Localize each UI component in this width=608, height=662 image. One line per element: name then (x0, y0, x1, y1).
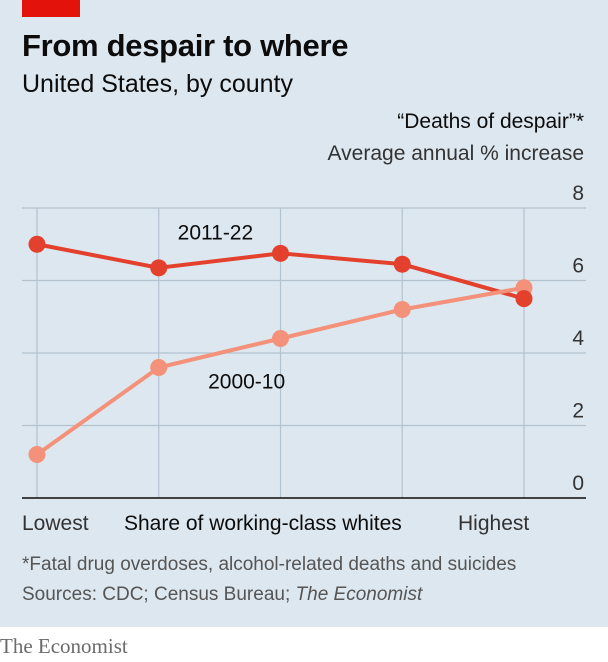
series-point-2000-10-2 (272, 330, 289, 347)
unit-sublabel: Average annual % increase (327, 142, 584, 165)
series-point-2000-10-1 (150, 359, 168, 376)
series-point-2000-10-3 (393, 301, 411, 318)
sources-italic: The Economist (295, 584, 423, 605)
y-tick-label-0: 0 (572, 472, 584, 495)
series-point-2011-22-3 (393, 255, 411, 273)
footnote: *Fatal drug overdoses, alcohol-related d… (22, 554, 517, 575)
series-point-2011-22-0 (28, 235, 46, 253)
chart-panel: From despair to where United States, by … (0, 0, 608, 627)
x-axis-title: Share of working-class whites (124, 512, 402, 535)
chart-subtitle: United States, by county (22, 70, 293, 98)
x-axis-low-label: Lowest (22, 512, 89, 535)
brand-red-tab (22, 0, 80, 17)
y-tick-label-8: 8 (572, 182, 584, 205)
economist-logo-text: The Economist (0, 634, 128, 658)
sources-text: Sources: CDC; Census Bureau; (22, 584, 296, 605)
chart-title: From despair to where (22, 28, 349, 63)
y-tick-label-6: 6 (572, 255, 584, 278)
series-point-2011-22-4 (515, 290, 533, 308)
x-axis-high-label: Highest (458, 512, 530, 535)
y-tick-label-2: 2 (572, 400, 584, 423)
series-point-2000-10-0 (28, 446, 46, 463)
series-label-2011-22: 2011-22 (178, 222, 254, 245)
sources: Sources: CDC; Census Bureau; The Economi… (22, 584, 422, 606)
unit-label: “Deaths of despair”* (397, 110, 584, 133)
series-label-2000-10: 2000-10 (208, 371, 285, 394)
y-tick-label-4: 4 (572, 327, 584, 350)
line-chart: 0 2 4 6 8 2011-22 2000-10 (22, 182, 586, 499)
series-point-2011-22-1 (150, 259, 168, 277)
series-point-2011-22-2 (272, 244, 289, 262)
